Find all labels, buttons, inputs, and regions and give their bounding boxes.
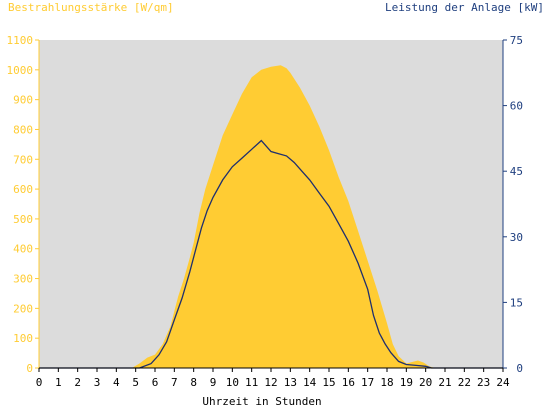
x-tick-label: 14 xyxy=(303,376,317,389)
x-tick-label: 20 xyxy=(419,376,432,389)
left-tick-label: 100 xyxy=(13,332,33,345)
x-tick-label: 24 xyxy=(496,376,510,389)
right-axis-ticks: 0 15 30 45 60 75 xyxy=(503,34,523,375)
x-tick-label: 17 xyxy=(361,376,374,389)
x-tick-label: 2 xyxy=(74,376,81,389)
x-tick-label: 7 xyxy=(171,376,178,389)
left-tick-label: 500 xyxy=(13,213,33,226)
x-axis-title: Uhrzeit in Stunden xyxy=(202,395,321,408)
left-tick-label: 600 xyxy=(13,183,33,196)
left-tick-label: 400 xyxy=(13,243,33,256)
x-tick-label: 21 xyxy=(438,376,451,389)
x-tick-label: 13 xyxy=(284,376,297,389)
x-tick-label: 16 xyxy=(342,376,355,389)
left-tick-label: 900 xyxy=(13,94,33,107)
left-tick-label: 1100 xyxy=(7,34,34,47)
x-tick-label: 0 xyxy=(36,376,43,389)
right-tick-label: 45 xyxy=(510,165,523,178)
right-tick-label: 15 xyxy=(510,296,523,309)
left-tick-label: 700 xyxy=(13,153,33,166)
x-tick-label: 12 xyxy=(264,376,277,389)
irradiance-area xyxy=(39,65,503,369)
x-tick-label: 10 xyxy=(226,376,239,389)
x-tick-label: 23 xyxy=(477,376,490,389)
x-tick-label: 19 xyxy=(400,376,413,389)
left-tick-label: 300 xyxy=(13,273,33,286)
x-tick-label: 9 xyxy=(210,376,217,389)
x-tick-label: 18 xyxy=(380,376,393,389)
x-tick-label: 8 xyxy=(190,376,197,389)
x-tick-label: 6 xyxy=(152,376,159,389)
x-tick-label: 5 xyxy=(132,376,139,389)
x-tick-label: 1 xyxy=(55,376,62,389)
left-tick-label: 1000 xyxy=(7,64,34,77)
x-tick-label: 11 xyxy=(245,376,258,389)
left-axis-title: Bestrahlungsstärke [W/qm] xyxy=(8,1,174,14)
x-tick-label: 3 xyxy=(94,376,101,389)
x-tick-label: 22 xyxy=(458,376,471,389)
left-tick-label: 200 xyxy=(13,302,33,315)
right-tick-label: 30 xyxy=(510,231,523,244)
left-tick-label: 0 xyxy=(26,362,33,375)
x-tick-label: 4 xyxy=(113,376,120,389)
power-line xyxy=(39,139,503,369)
irradiance-area-layer xyxy=(39,65,503,369)
x-tick-label: 15 xyxy=(322,376,335,389)
power-line-layer xyxy=(39,139,503,369)
right-tick-label: 60 xyxy=(510,100,523,113)
x-axis-ticks: 0 1 2 3 4 5 6 7 8 9 10 11 12 13 14 15 16 17 18 19 20 21 22 23 24 xyxy=(36,368,510,389)
right-tick-label: 75 xyxy=(510,34,523,47)
left-tick-label: 800 xyxy=(13,123,33,136)
right-axis-title: Leistung der Anlage [kW] xyxy=(385,1,544,14)
left-axis-ticks: 0 100 200 300 400 500 600 700 800 900 1000 1100 xyxy=(7,34,39,375)
right-tick-label: 0 xyxy=(516,362,523,375)
